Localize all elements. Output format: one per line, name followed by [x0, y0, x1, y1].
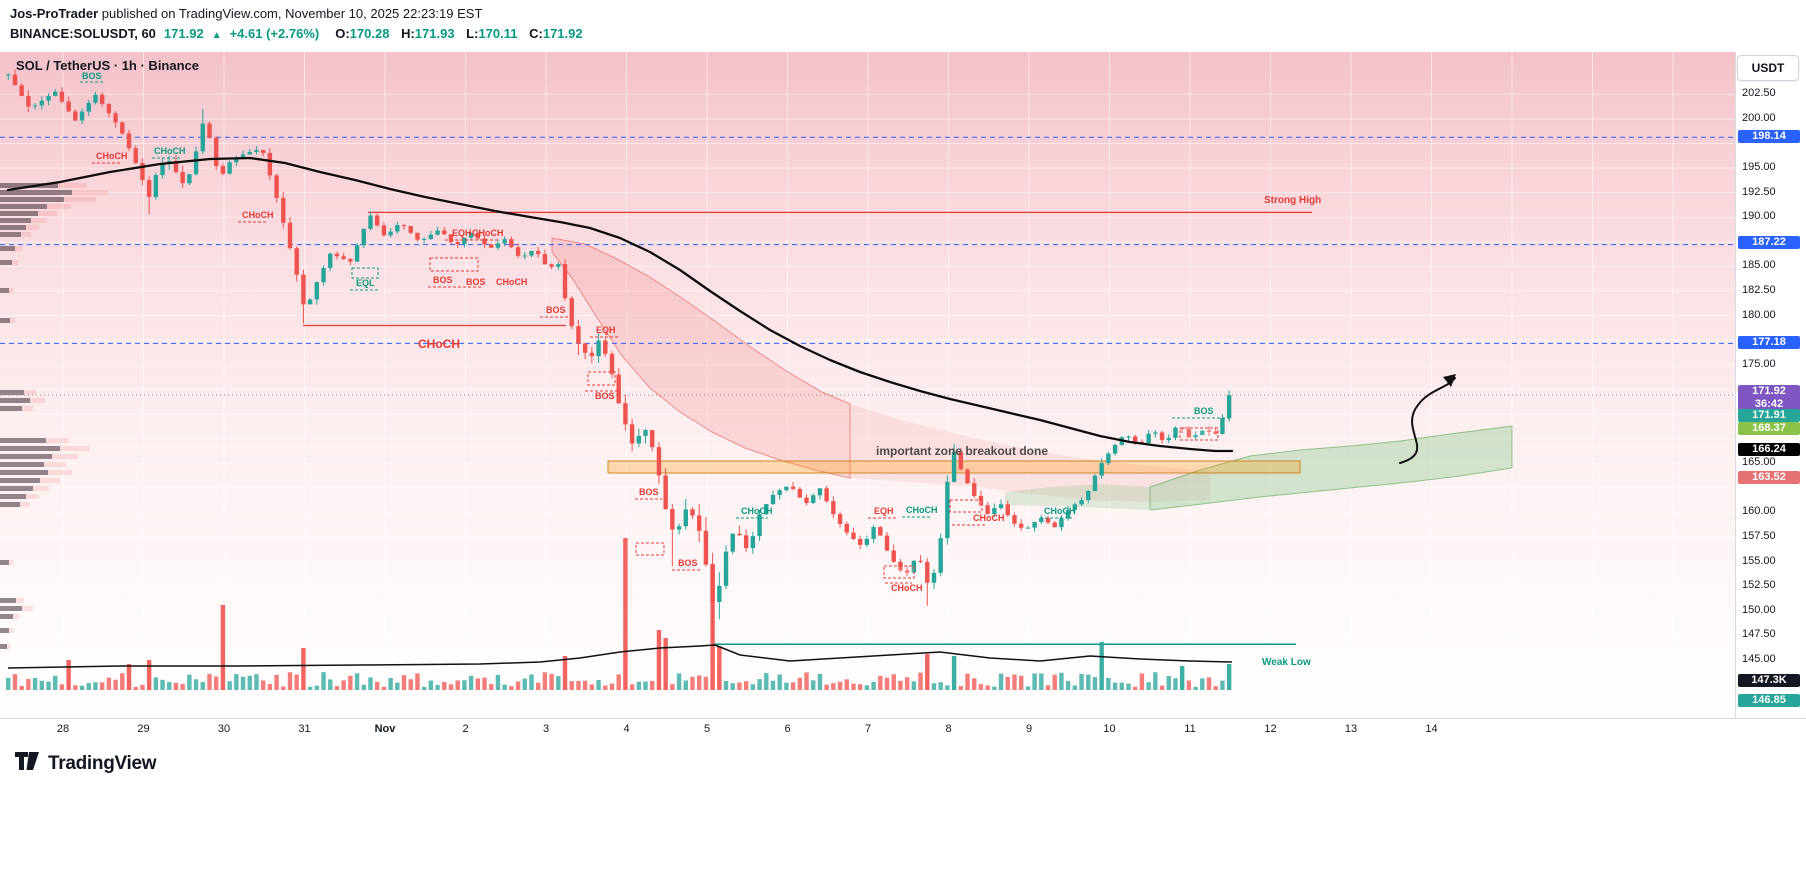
time-label: Nov	[374, 723, 396, 735]
price-tick: 155.00	[1742, 554, 1776, 567]
price-tick: 202.50	[1742, 87, 1776, 100]
snapshot-header: Jos-ProTrader published on TradingView.c…	[10, 6, 583, 41]
time-label: 9	[1025, 723, 1033, 735]
price-tick: 145.00	[1742, 652, 1776, 665]
symbol-name: BINANCE:SOLUSDT, 60	[10, 26, 156, 41]
tradingview-logo-icon	[14, 750, 40, 777]
price-change: +4.61 (+2.76%)	[229, 26, 320, 41]
chart-legend-title: SOL / TetherUS · 1h · Binance	[16, 58, 199, 73]
price-tick: 165.00	[1742, 456, 1776, 469]
price-badge: 177.18	[1738, 336, 1800, 349]
time-label: 13	[1344, 723, 1358, 735]
price-tick: 180.00	[1742, 308, 1776, 321]
ohlc-values: O:170.28 H:171.93 L:170.11 C:171.92	[327, 26, 582, 41]
price-tick: 160.00	[1742, 505, 1776, 518]
time-label: 30	[217, 723, 231, 735]
time-label: 12	[1264, 723, 1277, 735]
ohlc-value: 170.28	[349, 26, 390, 41]
chart-pane[interactable]	[0, 52, 1735, 718]
currency-toggle-button[interactable]: USDT	[1737, 55, 1799, 81]
price-badge: 163.52	[1738, 471, 1800, 484]
ohlc-value: 171.93	[414, 26, 455, 41]
published-info: published on TradingView.com, November 1…	[101, 6, 483, 21]
price-badge: 168.37	[1738, 422, 1800, 435]
price-badge: 166.24	[1738, 443, 1800, 456]
time-label: 14	[1425, 723, 1438, 735]
price-badge: 187.22	[1738, 236, 1800, 249]
ohlc-value: 170.11	[478, 26, 518, 41]
symbol-info-line: BINANCE:SOLUSDT, 60 171.92 ▲ +4.61 (+2.7…	[10, 26, 583, 41]
ohlc-label: L:	[466, 26, 479, 41]
price-badge: 171.91	[1738, 409, 1800, 422]
ohlc-label: O:	[335, 26, 350, 41]
publisher-line: Jos-ProTrader published on TradingView.c…	[10, 6, 583, 21]
time-label: 7	[864, 723, 872, 735]
time-label: 5	[703, 723, 711, 735]
time-label: 10	[1103, 723, 1116, 735]
time-label: 3	[542, 723, 550, 735]
time-label: 8	[945, 723, 952, 735]
price-tick: 182.50	[1742, 284, 1776, 297]
last-price: 171.92	[163, 26, 204, 41]
ohlc-label: H:	[401, 26, 415, 41]
price-tick: 195.00	[1742, 161, 1776, 174]
price-tick: 192.50	[1742, 185, 1776, 198]
price-tick: 190.00	[1742, 210, 1776, 223]
time-label: 31	[298, 723, 311, 735]
price-tick: 157.50	[1742, 529, 1776, 542]
publisher-name: Jos-ProTrader	[10, 6, 99, 21]
time-label: 6	[784, 723, 791, 735]
price-tick: 152.50	[1742, 579, 1776, 592]
time-label: 4	[623, 723, 630, 735]
ohlc-value: 171.92	[542, 26, 583, 41]
time-label: 28	[56, 723, 70, 735]
time-label: 2	[462, 723, 469, 735]
tradingview-logo[interactable]: TradingView	[14, 750, 157, 777]
price-tick: 200.00	[1742, 111, 1776, 124]
time-label: 29	[137, 723, 150, 735]
tradingview-logo-text: TradingView	[48, 752, 157, 774]
price-tick: 175.00	[1742, 357, 1776, 370]
time-axis[interactable]: 28 29 30 31 Nov 2 3 4 5 6 7 8 9 10 11 12 13 14	[0, 718, 1735, 742]
time-axis-background	[0, 718, 1806, 743]
ohlc-label: C:	[529, 26, 543, 41]
change-up-arrow-icon: ▲	[211, 30, 222, 41]
price-badge: 147.3K	[1738, 674, 1800, 687]
price-tick: 185.00	[1742, 259, 1776, 272]
price-axis[interactable]: 145.00 147.50 150.00 152.50 155.00 157.50 160.…	[1735, 0, 1806, 742]
price-tick: 150.00	[1742, 603, 1776, 616]
price-badge: 146.85	[1738, 694, 1800, 707]
price-badge: 171.92 36:42	[1738, 385, 1800, 411]
time-label: 11	[1184, 723, 1196, 735]
price-badge: 198.14	[1738, 130, 1800, 143]
price-tick: 147.50	[1742, 628, 1776, 641]
